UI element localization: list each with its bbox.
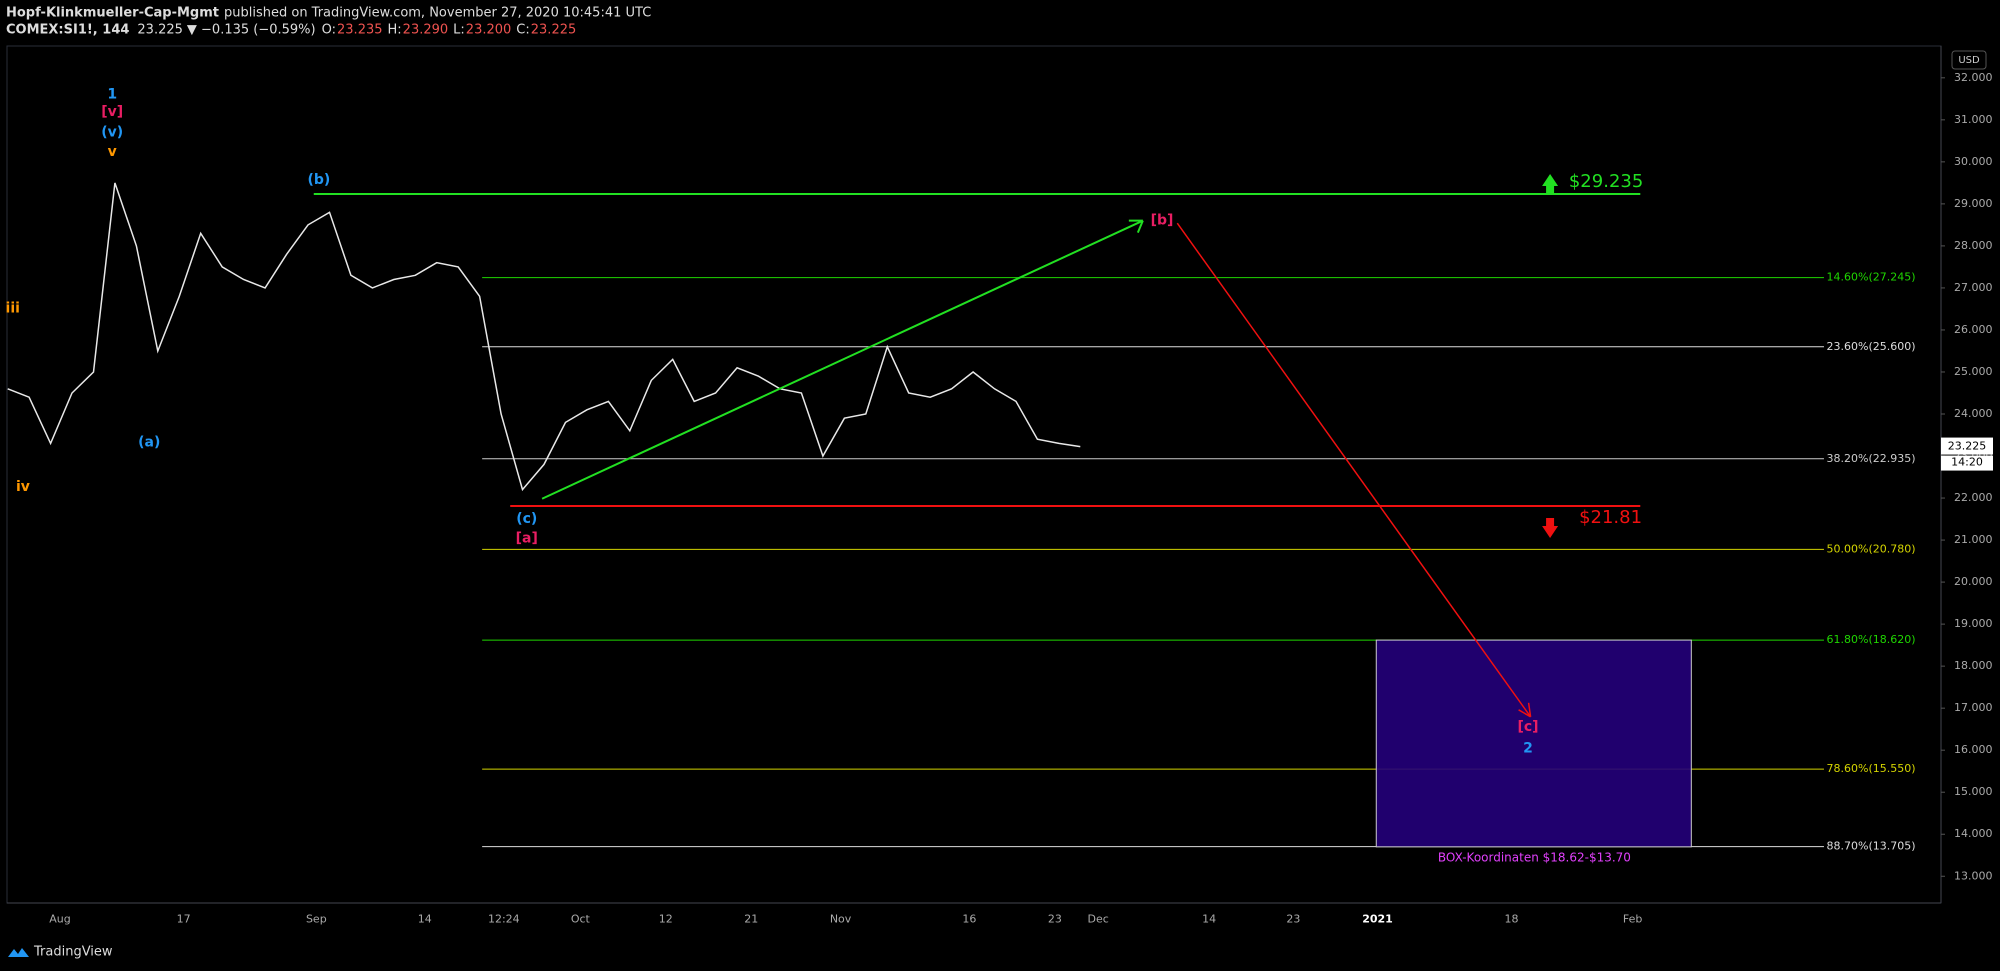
time-label: 12:24 bbox=[488, 913, 520, 926]
time-label: Feb bbox=[1623, 913, 1642, 926]
price-tick-label: 27.000 bbox=[1954, 281, 1993, 294]
wave-label: [a] bbox=[516, 530, 538, 546]
time-label: 14 bbox=[418, 913, 432, 926]
header-change: ▼ −0.135 (−0.59%) bbox=[187, 23, 316, 38]
header-close-label: C: bbox=[516, 23, 529, 38]
projection-arrow bbox=[1176, 222, 1532, 718]
fib-label: 38.20%(22.935) bbox=[1827, 452, 1916, 465]
price-tick-label: 15.000 bbox=[1954, 785, 1993, 798]
header-high-label: H: bbox=[388, 23, 402, 38]
time-label: 12 bbox=[659, 913, 673, 926]
wave-label: [v] bbox=[101, 104, 123, 120]
footer-brand: TradingView bbox=[33, 945, 113, 960]
header-low-label: L: bbox=[453, 23, 465, 38]
footer: TradingView bbox=[8, 945, 113, 960]
time-label: 18 bbox=[1504, 913, 1518, 926]
price-tick-label: 25.000 bbox=[1954, 365, 1993, 378]
header-close: 23.225 bbox=[531, 23, 577, 38]
price-tick-label: 24.000 bbox=[1954, 407, 1993, 420]
wave-label: [c] bbox=[1517, 719, 1538, 735]
header-last: 23.225 bbox=[137, 23, 183, 38]
wave-label: [b] bbox=[1151, 213, 1174, 229]
fib-label: 14.60%(27.245) bbox=[1827, 271, 1916, 284]
wave-label: (a) bbox=[138, 435, 160, 451]
time-label: 2021 bbox=[1362, 913, 1393, 926]
fib-label: 78.60%(15.550) bbox=[1827, 762, 1916, 775]
wave-label: 1 bbox=[107, 86, 117, 102]
time-label: 23 bbox=[1286, 913, 1300, 926]
time-label: Oct bbox=[571, 913, 591, 926]
price-tick-label: 14.000 bbox=[1954, 827, 1993, 840]
header-symbol: COMEX:SI1!, 144 bbox=[6, 23, 129, 38]
time-label: 14 bbox=[1202, 913, 1216, 926]
target-up-label: $29.235 bbox=[1569, 171, 1643, 192]
price-tick-label: 32.000 bbox=[1954, 71, 1993, 84]
down-arrow bbox=[1542, 518, 1559, 539]
channel-arrow bbox=[541, 219, 1144, 500]
price-tick-label: 17.000 bbox=[1954, 701, 1993, 714]
wave-label: v bbox=[108, 144, 117, 160]
up-arrow bbox=[1542, 174, 1559, 195]
box-label: BOX-Koordinaten $18.62-$13.70 bbox=[1438, 850, 1631, 864]
wave-label: (c) bbox=[516, 511, 537, 527]
projection-arrow-head bbox=[1518, 702, 1532, 718]
header-published: published on TradingView.com, November 2… bbox=[224, 6, 651, 21]
price-tick-label: 22.000 bbox=[1954, 491, 1993, 504]
target-down-label: $21.81 bbox=[1579, 507, 1642, 528]
time-label: Sep bbox=[306, 913, 327, 926]
time-label: Aug bbox=[49, 913, 70, 926]
price-tick-label: 18.000 bbox=[1954, 659, 1993, 672]
wave-label: iv bbox=[16, 479, 30, 495]
header-open-label: O: bbox=[322, 23, 336, 38]
fib-label: 50.00%(20.780) bbox=[1827, 542, 1916, 555]
wave-label: (v) bbox=[101, 125, 123, 141]
last-price-label: 23.225 bbox=[1948, 440, 1987, 453]
time-label: Nov bbox=[830, 913, 852, 926]
price-tick-label: 30.000 bbox=[1954, 155, 1993, 168]
price-line bbox=[7, 182, 1081, 492]
header-low: 23.200 bbox=[466, 23, 512, 38]
price-tick-label: 26.000 bbox=[1954, 323, 1993, 336]
header-open: 23.235 bbox=[337, 23, 383, 38]
target-box bbox=[1375, 639, 1692, 848]
time-label: 16 bbox=[962, 913, 976, 926]
price-tick-label: 21.000 bbox=[1954, 533, 1993, 546]
time-label: Dec bbox=[1088, 913, 1109, 926]
wave-label: iii bbox=[6, 301, 20, 317]
countdown-label: 14:20 bbox=[1951, 456, 1983, 469]
fib-label: 88.70%(13.705) bbox=[1827, 840, 1916, 853]
header-high: 23.290 bbox=[403, 23, 449, 38]
currency-label[interactable]: USD bbox=[1958, 55, 1980, 66]
time-label: 17 bbox=[177, 913, 191, 926]
countdown-tag bbox=[1941, 455, 1993, 471]
price-tick-label: 16.000 bbox=[1954, 743, 1993, 756]
logo bbox=[8, 948, 29, 957]
time-label: 21 bbox=[744, 913, 758, 926]
price-tick-label: 31.000 bbox=[1954, 113, 1993, 126]
currency-button[interactable] bbox=[1951, 50, 1987, 70]
fib-label: 61.80%(18.620) bbox=[1827, 633, 1916, 646]
wave-label: (b) bbox=[307, 172, 330, 188]
channel-arrow-head bbox=[1128, 219, 1144, 234]
price-tick-label: 29.000 bbox=[1954, 197, 1993, 210]
last-price-tag bbox=[1941, 437, 1993, 455]
time-label: 23 bbox=[1048, 913, 1062, 926]
fib-label: 23.60%(25.600) bbox=[1827, 340, 1916, 353]
price-tick-label: 20.000 bbox=[1954, 575, 1993, 588]
wave-label: 2 bbox=[1523, 741, 1533, 757]
price-tick-label: 19.000 bbox=[1954, 617, 1993, 630]
price-tick-label: 28.000 bbox=[1954, 239, 1993, 252]
price-tick-label: 13.000 bbox=[1954, 869, 1993, 882]
header-author: Hopf-Klinkmueller-Cap-Mgmt bbox=[6, 6, 219, 21]
